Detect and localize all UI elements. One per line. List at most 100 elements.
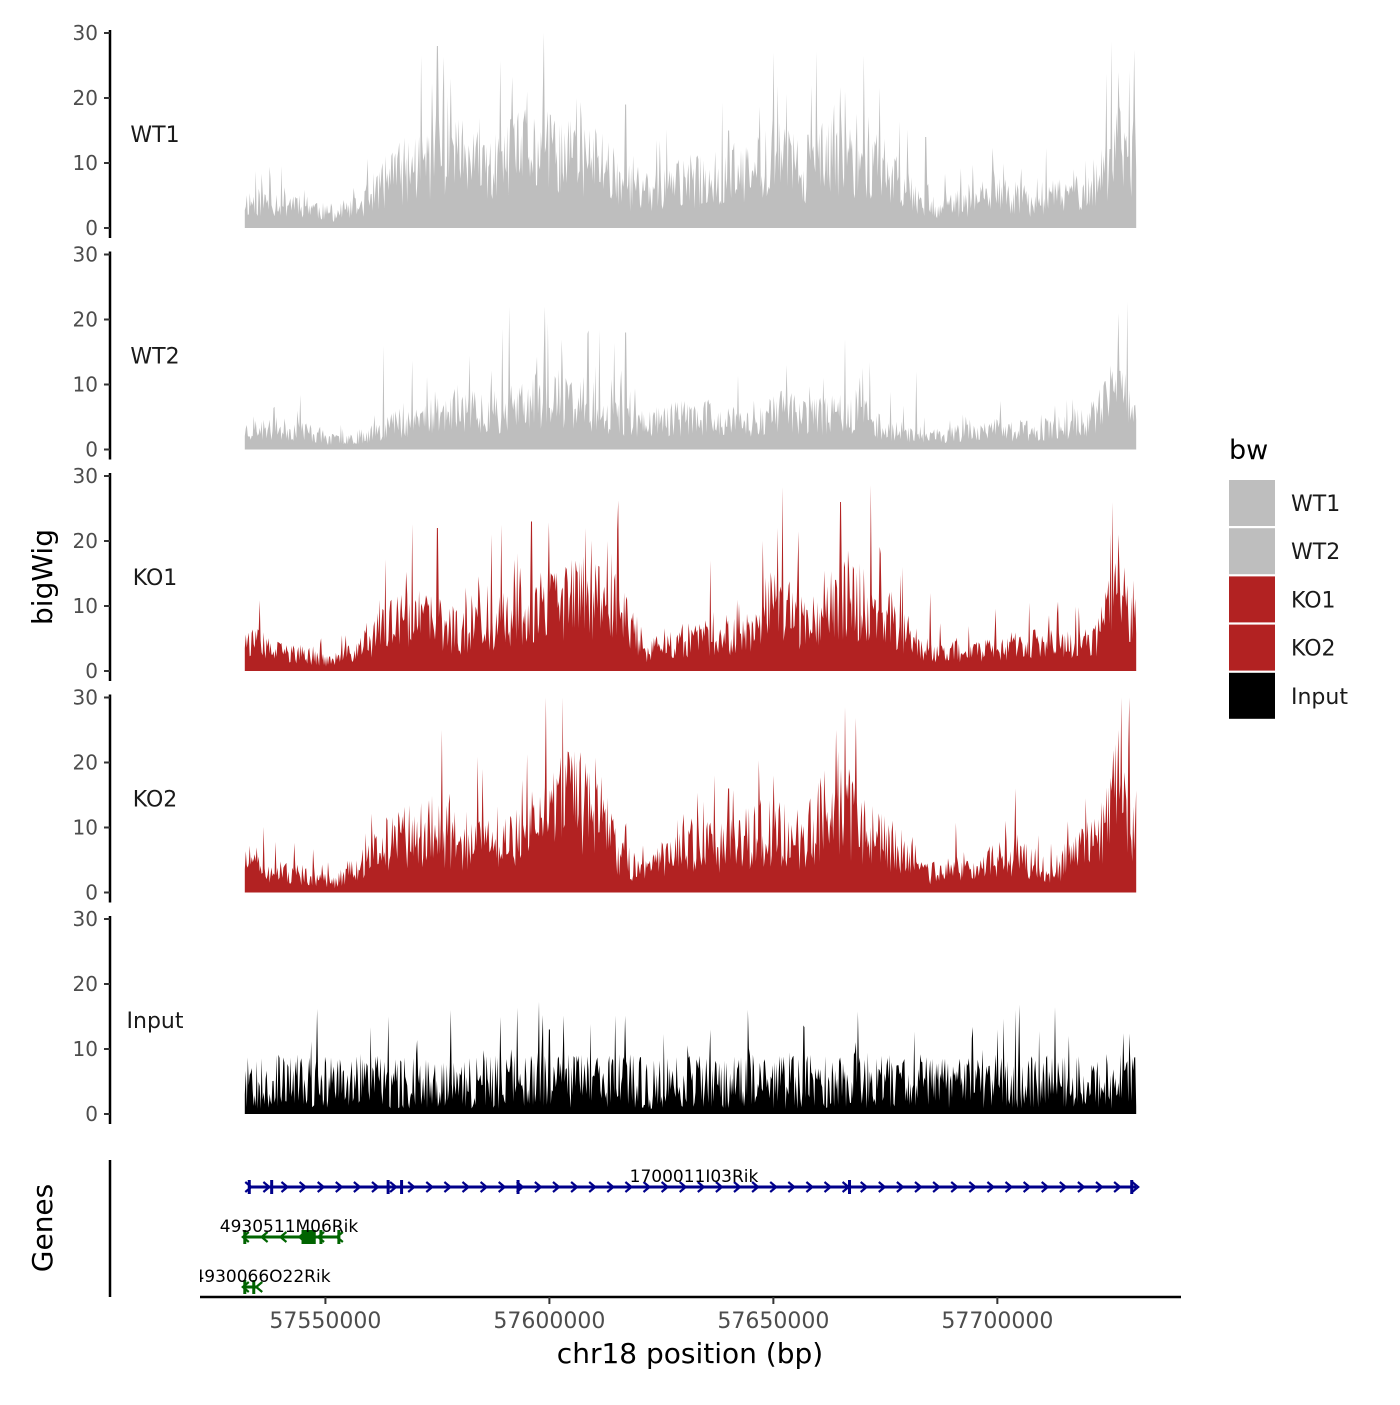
strand-arrow: [552, 1181, 561, 1193]
exon-mark: [400, 1180, 404, 1194]
strand-arrow: [371, 1181, 380, 1193]
track-panel-wt1: 0 10 20 30 WT1: [73, 21, 1137, 240]
exon-block: [303, 1230, 316, 1244]
strand-arrow: [443, 1181, 453, 1193]
strand-arrow: [932, 1181, 941, 1193]
strand-arrow: [244, 1181, 253, 1193]
strand-arrow: [241, 1231, 250, 1243]
strand-arrow: [280, 1181, 290, 1193]
exon-mark: [386, 1180, 390, 1194]
exon-mark: [1130, 1180, 1134, 1194]
track-label-wt1: WT1: [130, 123, 179, 148]
track-label-ko2: KO2: [133, 788, 178, 813]
strand-arrow: [733, 1181, 742, 1193]
x-axis-title: chr18 position (bp): [557, 1337, 823, 1370]
x-tick-label: 57650000: [717, 1309, 829, 1334]
exon-mark: [243, 1230, 247, 1244]
y-tick-label: 20: [73, 972, 98, 996]
strand-arrow: [859, 1181, 869, 1193]
strand-arrow: [534, 1181, 543, 1193]
strand-arrow: [878, 1181, 887, 1193]
legend-label-ko1: KO1: [1291, 588, 1336, 613]
genes-track: 1700011I03Rik 4930511M06Rik 4930066O22Rik: [200, 1167, 1140, 1294]
legend-label-wt1: WT1: [1291, 492, 1340, 517]
track-label-input: Input: [127, 1009, 184, 1034]
exon-mark: [243, 1280, 247, 1294]
strand-arrow: [278, 1231, 288, 1243]
exon-mark: [848, 1180, 852, 1194]
exon-mark: [270, 1180, 274, 1194]
y-tick-label: 10: [73, 373, 98, 397]
strand-arrow: [624, 1181, 634, 1193]
gene-label: 1700011I03Rik: [630, 1167, 759, 1187]
axes: 57550000 57600000 57650000 57700000: [108, 1160, 1181, 1334]
coverage-area-ko1: [244, 485, 1137, 671]
strand-arrow: [353, 1181, 362, 1193]
gene-label: 4930511M06Rik: [220, 1217, 359, 1237]
track-panel-ko2: 0 10 20 30 KO2: [73, 686, 1137, 905]
track-label-ko1: KO1: [133, 566, 178, 591]
y-tick-label: 0: [85, 1102, 98, 1126]
strand-arrow: [805, 1181, 815, 1193]
legend-swatch-wt1: [1229, 480, 1275, 526]
strand-arrow: [968, 1181, 978, 1193]
legend-label-ko2: KO2: [1291, 637, 1336, 662]
strand-arrow: [823, 1181, 833, 1193]
coverage-area-wt2: [244, 301, 1137, 450]
strand-arrow: [407, 1181, 416, 1193]
y-tick-label: 10: [73, 151, 98, 175]
strand-arrow: [787, 1181, 797, 1193]
strand-arrow: [298, 1181, 308, 1193]
exon-mark: [337, 1230, 341, 1244]
legend-label-wt2: WT2: [1291, 540, 1340, 565]
y-tick-label: 30: [73, 686, 98, 710]
strand-arrow: [570, 1181, 579, 1193]
strand-arrow: [950, 1181, 959, 1193]
strand-arrow: [241, 1281, 250, 1293]
strand-arrow: [461, 1181, 471, 1193]
y-tick-label: 10: [73, 1037, 98, 1061]
legend: bw WT1 WT2 KO1 KO2 Input: [1229, 435, 1348, 719]
strand-arrow: [389, 1181, 398, 1193]
y-tick-label: 30: [73, 21, 98, 45]
legend-title: bw: [1229, 435, 1268, 466]
y-tick-label: 20: [73, 308, 98, 332]
strand-arrow: [715, 1181, 724, 1193]
x-tick-label: 57600000: [493, 1309, 605, 1334]
genes-axis-title: Genes: [26, 1184, 59, 1272]
strand-arrow: [1004, 1181, 1014, 1193]
y-tick-label: 10: [73, 594, 98, 618]
track-panel-wt2: 0 10 20 30 WT2: [73, 243, 1137, 462]
legend-label-input: Input: [1291, 685, 1348, 710]
strand-arrow: [986, 1181, 996, 1193]
track-label-wt2: WT2: [130, 345, 179, 370]
strand-arrow: [316, 1181, 326, 1193]
coverage-area-wt1: [244, 33, 1137, 228]
y-tick-label: 0: [85, 659, 98, 683]
y-tick-label: 20: [73, 529, 98, 553]
y-tick-label: 20: [73, 86, 98, 110]
strand-arrow: [896, 1181, 905, 1193]
legend-swatch-input: [1229, 672, 1275, 719]
strand-arrow: [1131, 1181, 1140, 1193]
gene-4930066o22rik: 4930066O22Rik: [200, 1267, 331, 1294]
x-tick-label: 57700000: [941, 1309, 1053, 1334]
strand-arrow: [660, 1181, 670, 1193]
strand-arrow: [697, 1181, 706, 1193]
strand-arrow: [1040, 1181, 1050, 1193]
gene-1700011i03rik: 1700011I03Rik: [244, 1167, 1140, 1194]
y-tick-label: 30: [73, 464, 98, 488]
strand-arrow: [678, 1181, 688, 1193]
strand-arrow: [1095, 1181, 1104, 1193]
strand-arrow: [606, 1181, 616, 1193]
strand-arrow: [1022, 1181, 1032, 1193]
exon-mark: [247, 1180, 251, 1194]
y-tick-label: 10: [73, 816, 98, 840]
coverage-area-ko2: [244, 697, 1137, 893]
coverage-area-input: [244, 1001, 1137, 1114]
strand-arrow: [497, 1181, 507, 1193]
y-tick-label: 0: [85, 881, 98, 905]
exon-mark: [319, 1230, 323, 1244]
